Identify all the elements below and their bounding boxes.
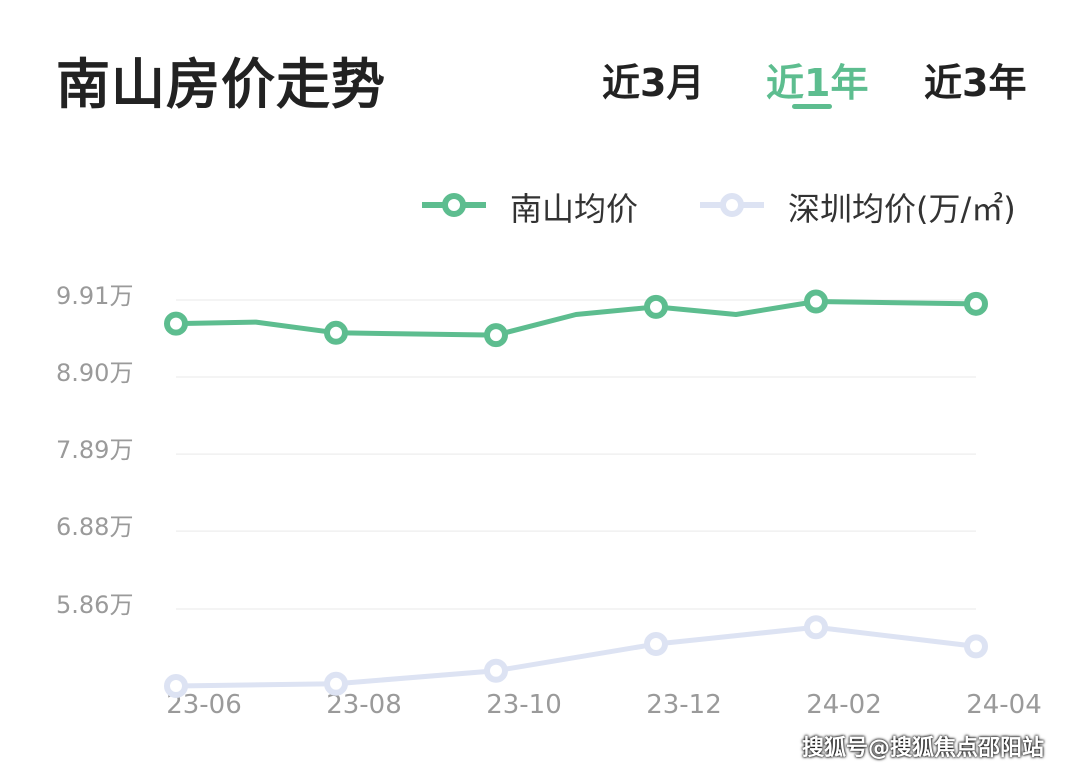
data-point-1[interactable]: [804, 615, 828, 640]
chart-title: 南山房价走势: [56, 53, 386, 116]
x-tick-label: 23-12: [646, 690, 722, 720]
data-point-1[interactable]: [644, 632, 668, 657]
data-point-1[interactable]: [964, 634, 988, 659]
x-tick-label: 23-10: [486, 690, 562, 720]
data-point-0[interactable]: [644, 294, 668, 319]
legend-shenzhen-marker: [700, 193, 764, 217]
tab-3-years[interactable]: 近3年: [924, 61, 1027, 105]
y-tick-label: 8.90万: [56, 359, 134, 388]
tab-1-year[interactable]: 近1年: [766, 61, 869, 105]
legend-nanshan-label: 南山均价: [510, 190, 639, 228]
active-tab-indicator: [792, 104, 832, 109]
legend-shenzhen-label: 深圳均价(万/㎡): [788, 190, 1016, 228]
y-tick-label: 7.89万: [56, 436, 134, 465]
tab-3-months[interactable]: 近3月: [602, 61, 705, 105]
data-point-0[interactable]: [964, 291, 988, 316]
x-tick-label: 24-02: [806, 690, 882, 720]
data-point-0[interactable]: [324, 320, 348, 345]
series-line-0: [173, 299, 979, 338]
x-tick-label: 24-04: [966, 690, 1042, 720]
y-tick-label: 6.88万: [56, 513, 134, 542]
data-point-0[interactable]: [804, 289, 828, 314]
series-line-1: [173, 624, 979, 689]
y-tick-label: 9.91万: [56, 282, 134, 310]
data-point-0[interactable]: [484, 323, 508, 348]
y-tick-label: 5.86万: [56, 590, 134, 619]
legend-nanshan-marker: [422, 193, 486, 217]
data-point-1[interactable]: [164, 674, 188, 698]
period-tabs: 近3月 近1年 近3年: [0, 52, 1080, 112]
data-point-1[interactable]: [324, 671, 348, 696]
watermark: 搜狐号@搜狐焦点邵阳站: [801, 736, 1044, 761]
data-point-1[interactable]: [484, 658, 508, 683]
data-point-0[interactable]: [164, 311, 188, 336]
